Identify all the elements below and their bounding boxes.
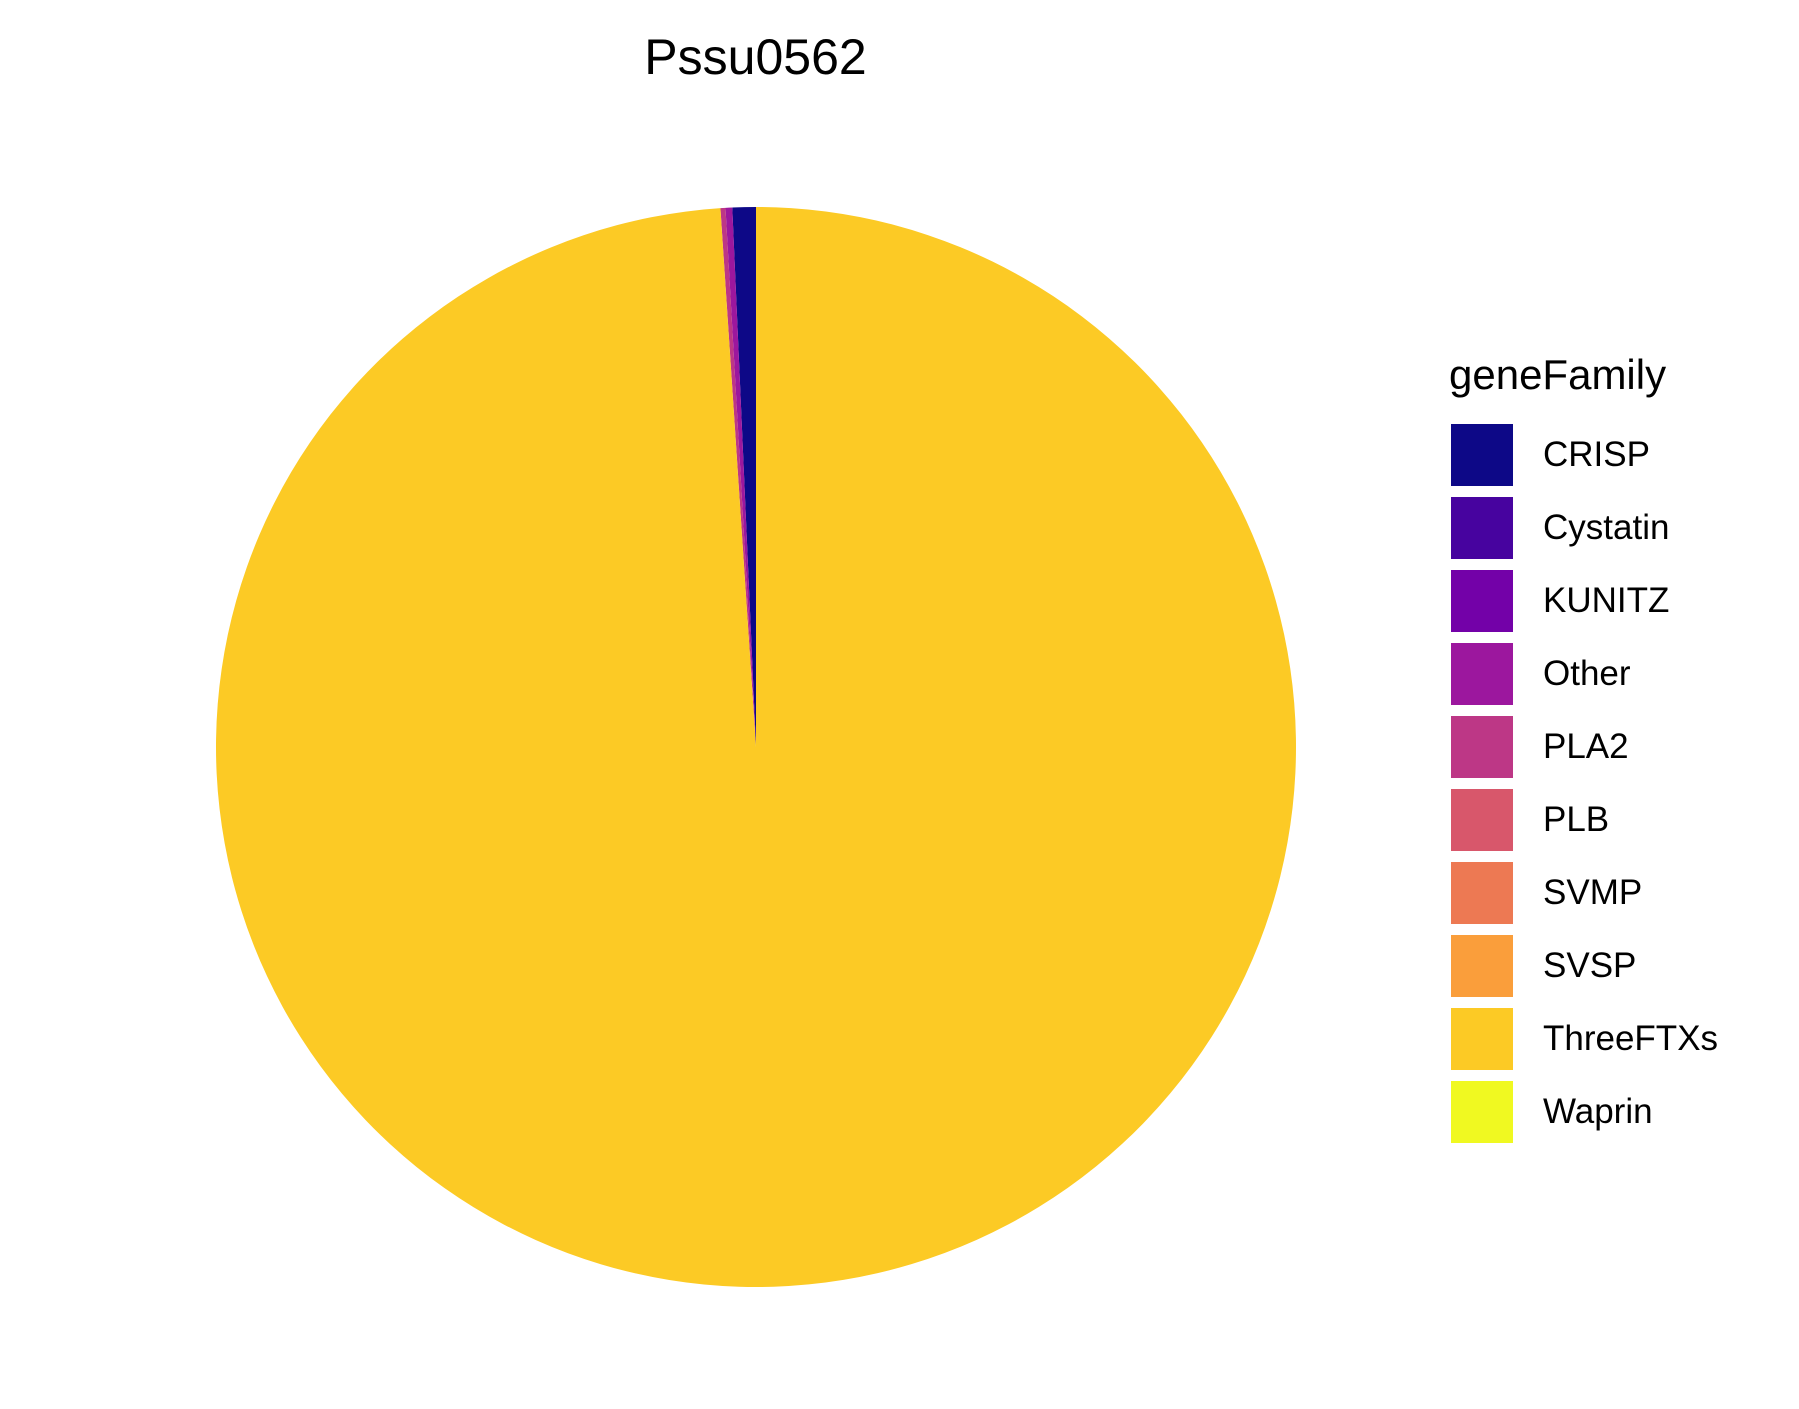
- legend-key-swatch: [1449, 713, 1515, 780]
- legend-label: SVMP: [1543, 872, 1643, 912]
- legend-label: Cystatin: [1543, 507, 1670, 547]
- legend-item-threeftxs: ThreeFTXs: [1449, 1002, 1718, 1075]
- legend-title: geneFamily: [1449, 351, 1667, 398]
- legend-key-swatch: [1449, 932, 1515, 999]
- legend-key-swatch: [1449, 1078, 1515, 1145]
- legend-item-svsp: SVSP: [1449, 929, 1718, 1002]
- legend-item-svmp: SVMP: [1449, 856, 1718, 929]
- pie-slice-pla2: [720, 207, 756, 747]
- legend-label: ThreeFTXs: [1543, 1018, 1719, 1058]
- chart-title: Pssu0562: [644, 29, 867, 85]
- legend-item-pla2: PLA2: [1449, 710, 1718, 783]
- legend-item-waprin: Waprin: [1449, 1075, 1718, 1148]
- legend-item-crisp: CRISP: [1449, 418, 1718, 491]
- legend-item-kunitz: KUNITZ: [1449, 564, 1718, 637]
- legend-label: PLB: [1543, 799, 1610, 839]
- legend-key-swatch: [1449, 786, 1515, 853]
- legend-key-swatch: [1449, 494, 1515, 561]
- legend-item-other: Other: [1449, 637, 1718, 710]
- legend-key-swatch: [1449, 567, 1515, 634]
- legend-item-plb: PLB: [1449, 783, 1718, 856]
- legend-key-swatch: [1449, 1005, 1515, 1072]
- legend-item-cystatin: Cystatin: [1449, 491, 1718, 564]
- legend-items: CRISP Cystatin KUNITZ Other PLA2 PLB SVMP SVSP T…: [1449, 418, 1718, 1148]
- pie-slices: [215, 207, 1296, 1287]
- legend-key-swatch: [1449, 859, 1515, 926]
- legend: geneFamily CRISP Cystatin KUNITZ Other PLA2 P…: [1449, 350, 1718, 1148]
- legend-key-swatch: [1449, 640, 1515, 707]
- pie-slice-other: [725, 207, 756, 747]
- legend-label: Other: [1543, 653, 1631, 693]
- pie-chart: [215, 207, 1296, 1287]
- legend-label: PLA2: [1543, 726, 1629, 766]
- legend-key-swatch: [1449, 421, 1515, 488]
- pie-slice-threeftxs: [215, 207, 1296, 1287]
- legend-label: Waprin: [1543, 1091, 1653, 1131]
- legend-label: KUNITZ: [1543, 580, 1670, 620]
- legend-label: CRISP: [1543, 434, 1650, 474]
- pie-slice-crisp: [732, 207, 756, 747]
- legend-label: SVSP: [1543, 945, 1637, 985]
